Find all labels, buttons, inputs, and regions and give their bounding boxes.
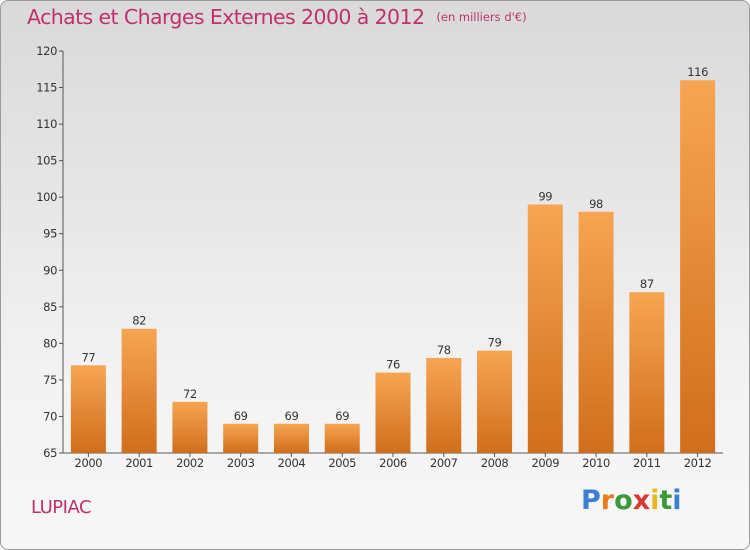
logo-letter: i [672, 485, 682, 516]
bars [70, 80, 716, 454]
bar-value-label: 98 [589, 197, 603, 211]
logo-letter: x [632, 485, 651, 516]
x-tick-label: 2003 [227, 456, 255, 470]
bar-2005 [324, 423, 360, 453]
place-name: LUPIAC [31, 497, 92, 518]
bar-2001 [121, 328, 157, 453]
chart-unit: (en milliers d'€) [436, 10, 527, 24]
logo-letter: r [600, 485, 615, 516]
axes: 65 70 75 80 85 90 95 100 105 110 115 120 2000 2001 200… [36, 44, 723, 470]
chart-title-block: Achats et Charges Externes 2000 à 2012 (e… [27, 5, 527, 29]
bar-2009 [527, 204, 563, 453]
bar-2004 [273, 423, 309, 453]
x-tick-label: 2010 [582, 456, 610, 470]
x-tick-label: 2009 [531, 456, 559, 470]
bar-2011 [629, 292, 665, 453]
bar-value-label: 72 [183, 387, 197, 401]
x-tick-label: 2001 [125, 456, 153, 470]
chart-title: Achats et Charges Externes 2000 à 2012 [27, 5, 425, 29]
x-tick-label: 2012 [684, 456, 712, 470]
y-tick-label: 115 [36, 81, 57, 95]
bar-2006 [375, 372, 411, 453]
bar-2012 [680, 80, 716, 454]
y-tick-label: 75 [43, 373, 57, 387]
logo-letter: P [581, 485, 601, 516]
y-tick-label: 70 [43, 409, 57, 423]
bar-value-label: 78 [437, 343, 451, 357]
y-tick-label: 100 [36, 190, 57, 204]
y-tick-label: 110 [36, 117, 57, 131]
x-tick-label: 2008 [481, 456, 509, 470]
bar-value-label: 79 [488, 336, 502, 350]
y-tick-label: 95 [43, 227, 57, 241]
bar-value-label: 116 [687, 65, 708, 79]
bar-value-label: 99 [538, 189, 552, 203]
y-tick-label: 85 [43, 300, 57, 314]
bar-value-label: 87 [640, 277, 654, 291]
x-tick-label: 2007 [430, 456, 458, 470]
logo-letter: o [614, 485, 633, 516]
y-tick-label: 65 [43, 446, 57, 460]
bar-2003 [223, 423, 259, 453]
bar-value-label: 69 [234, 409, 248, 423]
x-tick-label: 2006 [379, 456, 407, 470]
y-tick-label: 120 [36, 44, 57, 58]
logo-letter: i [650, 485, 660, 516]
bar-2010 [578, 211, 614, 453]
bar-value-label: 82 [132, 314, 146, 328]
labels: 77 82 72 69 69 69 76 78 79 99 98 87 116 [81, 65, 708, 423]
bar-2002 [172, 401, 208, 453]
y-tick-label: 90 [43, 263, 57, 277]
x-tick-label: 2011 [633, 456, 661, 470]
x-tick-label: 2005 [328, 456, 356, 470]
x-tick-label: 2000 [75, 456, 103, 470]
bar-2000 [70, 365, 106, 453]
bar-value-label: 69 [335, 409, 349, 423]
x-tick-label: 2002 [176, 456, 204, 470]
logo-letter: t [659, 485, 673, 516]
bar-2007 [426, 357, 462, 453]
y-tick-label: 80 [43, 336, 57, 350]
y-tick-label: 105 [36, 154, 57, 168]
proxiti-logo[interactable]: Proxiti [581, 485, 682, 516]
bar-value-label: 77 [81, 350, 95, 364]
x-tick-label: 2004 [278, 456, 306, 470]
bar-2008 [477, 350, 513, 453]
bar-value-label: 69 [285, 409, 299, 423]
bar-value-label: 76 [386, 358, 400, 372]
